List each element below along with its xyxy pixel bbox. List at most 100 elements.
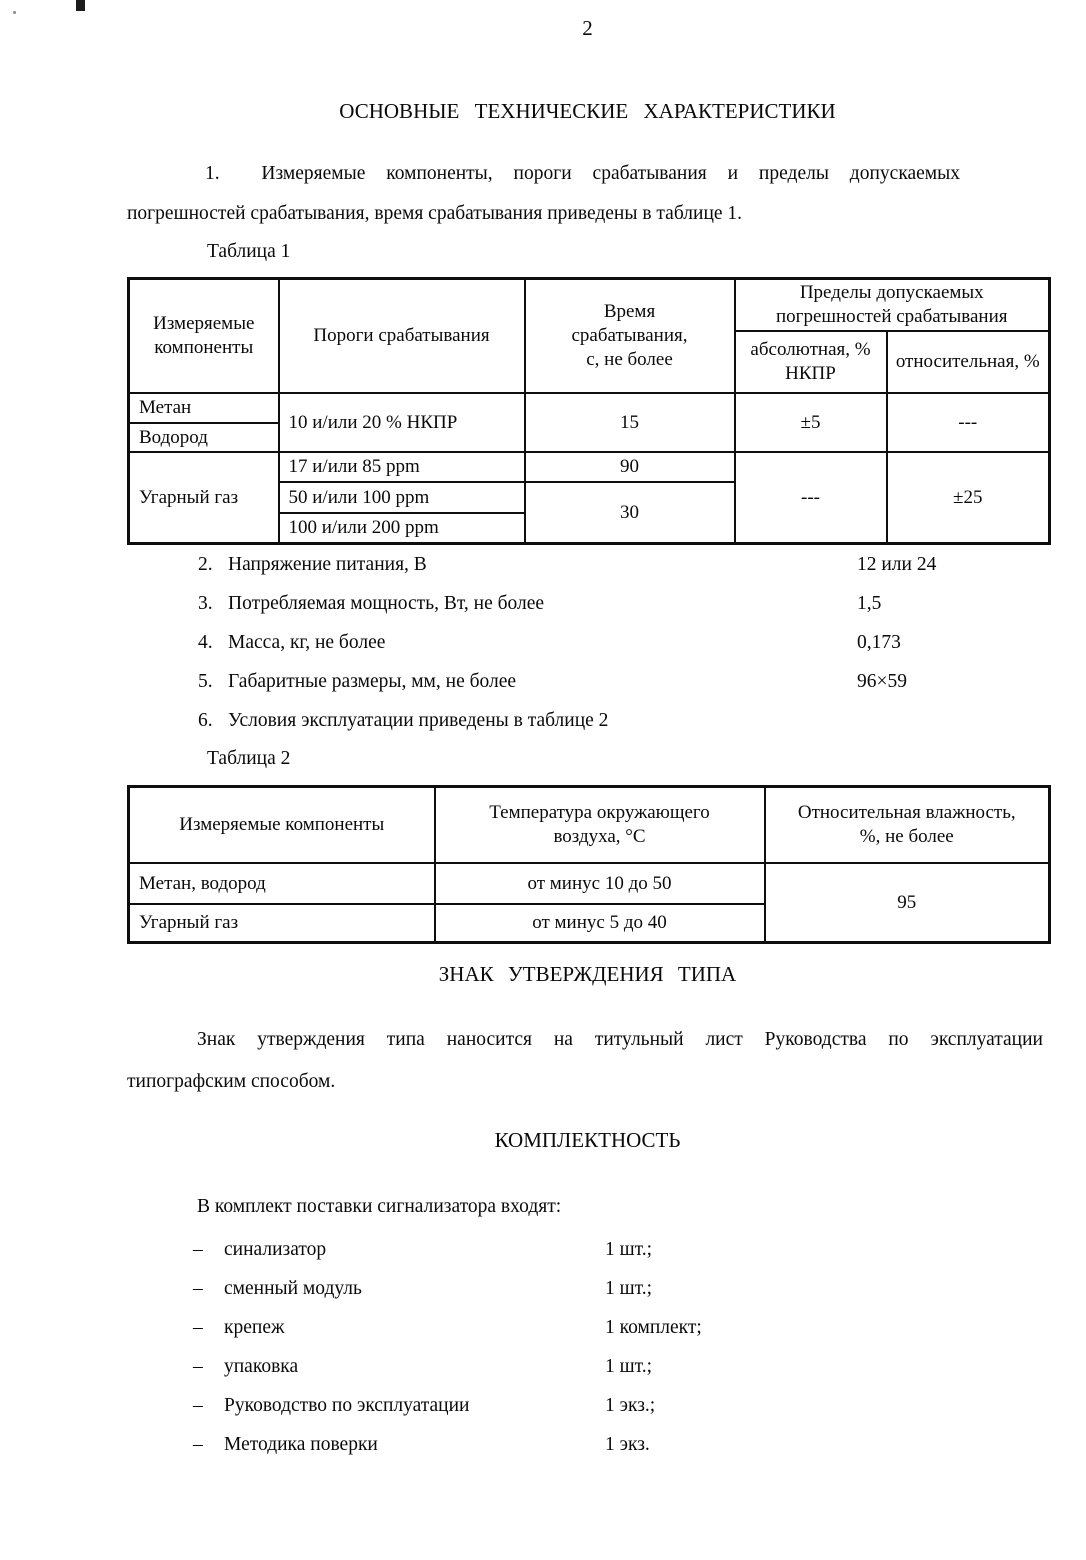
table2: Измеряемые компоненты Температура окружа…	[127, 785, 1051, 944]
spec-number: 6.	[198, 710, 213, 731]
scan-artifact-mark	[76, 0, 85, 11]
t1-cell-co-abs: ---	[733, 451, 888, 545]
t1-header-time-line-3: с, не более	[586, 349, 673, 370]
t1-header-limits-line-1: Пределы допускаемых	[799, 282, 984, 303]
table1-header-row-2: абсолютная, % НКПР относительная, %	[129, 330, 1051, 394]
kit-item-verification: – Методика поверки 1 экз.	[127, 1432, 1048, 1457]
spec-list: 2. Напряжение питания, В 12 или 24 3. Потр…	[127, 552, 1048, 747]
t2-cell-co-component: Угарный газ	[127, 903, 436, 944]
table2-header-row: Измеряемые компоненты Температура окружа…	[127, 785, 1051, 864]
intro-line-2: погрешностей срабатывания, время срабаты…	[127, 203, 743, 224]
dash-bullet: –	[193, 1239, 203, 1260]
spec-label: Напряжение питания, В	[228, 554, 427, 575]
t1-header-time-line-1: Время	[603, 301, 656, 322]
intro-line-1: 1. Измеряемые компоненты, пороги срабаты…	[205, 163, 960, 184]
table1-row-hydrogen: Водород	[127, 422, 1050, 453]
table2-row-co: Угарный газ от минус 5 до 40	[127, 903, 1050, 944]
kit-list-intro: В комплект поставки сигнализатора входят…	[197, 1196, 562, 1217]
kit-item-label: упаковка	[224, 1356, 299, 1377]
t1-header-error-limits: Пределы допускаемых погрешностей срабаты…	[733, 277, 1051, 332]
dash-bullet: –	[193, 1395, 203, 1416]
t2-header-components: Измеряемые компоненты	[127, 785, 436, 864]
t2-header-humidity: Относительная влажность, %, не более	[763, 785, 1051, 864]
spec-value: 96×59	[857, 671, 907, 692]
kit-list: – синализатор 1 шт.; – сменный модуль 1 шт…	[127, 1237, 1048, 1471]
spec-label: Условия эксплуатации приведены в таблице…	[228, 710, 609, 731]
kit-item-packaging: – упаковка 1 шт.;	[127, 1354, 1048, 1379]
spec-row-voltage: 2. Напряжение питания, В 12 или 24	[127, 552, 1048, 577]
t1-cell-mh-abs: ±5	[733, 392, 888, 453]
table1: Измеряемые компоненты Пороги срабатывани…	[127, 277, 1051, 545]
kit-item-label: сменный модуль	[224, 1278, 362, 1299]
spec-label: Габаритные размеры, мм, не более	[228, 671, 517, 692]
kit-item-label: Руководство по эксплуатации	[224, 1395, 470, 1416]
spec-label: Масса, кг, не более	[228, 632, 386, 653]
spec-value: 12 или 24	[857, 554, 937, 575]
t1-cell-mh-rel: ---	[885, 392, 1051, 453]
spec-row-mass: 4. Масса, кг, не более 0,173	[127, 630, 1048, 655]
table2-caption: Таблица 2	[207, 748, 291, 769]
spec-number: 4.	[198, 632, 213, 653]
main-title: ОСНОВНЫЕ ТЕХНИЧЕСКИЕ ХАРАКТЕРИСТИКИ	[339, 99, 836, 123]
table1-header-row-1: Измеряемые компоненты Пороги срабатывани…	[127, 277, 1051, 394]
kit-item-qty: 1 экз.;	[605, 1395, 656, 1416]
t1-header-absolute: абсолютная, % НКПР	[733, 330, 888, 394]
kit-item-fasteners: – крепеж 1 комплект;	[127, 1315, 1048, 1340]
completeness-title: КОМПЛЕКТНОСТЬ	[494, 1128, 681, 1152]
t1-header-relative: относительная, %	[885, 330, 1051, 394]
t1-header-limits-line-2: погрешностей срабатывания	[775, 306, 1008, 327]
spec-value: 0,173	[857, 632, 901, 653]
t1-cell-mh-threshold: 10 и/или 20 % НКПР	[277, 392, 526, 453]
type-approval-paragraph: Знак утверждения типа наносится на титул…	[127, 1026, 1043, 1096]
spec-label: Потребляемая мощность, Вт, не более	[228, 593, 545, 614]
scan-artifact-dot	[13, 11, 16, 14]
spec-row-power: 3. Потребляемая мощность, Вт, не более 1,…	[127, 591, 1048, 616]
kit-item-label: синализатор	[224, 1239, 327, 1260]
spec-value: 1,5	[857, 593, 882, 614]
kit-item-qty: 1 шт.;	[605, 1278, 652, 1299]
t1-header-time-line-2: срабатывания,	[571, 325, 688, 346]
page-number: 2	[582, 16, 593, 40]
t2-header-humidity-line-2: %, не более	[859, 826, 954, 847]
table1-row-co-3: 100 и/или 200 ppm	[129, 512, 1050, 545]
t1-cell-co: Угарный газ	[127, 451, 280, 545]
type-approval-title: ЗНАК УТВЕРЖДЕНИЯ ТИПА	[438, 962, 737, 986]
intro-paragraph: 1. Измеряемые компоненты, пороги срабаты…	[127, 160, 960, 228]
table1-row-co-1: Угарный газ 17 и/или 85 ppm 90 --- ±25	[127, 451, 1051, 545]
dash-bullet: –	[193, 1317, 203, 1338]
kit-item-detector: – синализатор 1 шт.;	[127, 1237, 1048, 1262]
t1-cell-co-rel: ±25	[885, 451, 1051, 545]
t2-header-temp-line-2: воздуха, °С	[553, 826, 646, 847]
t2-cell-co-temp: от минус 5 до 40	[433, 903, 766, 944]
spec-number: 2.	[198, 554, 213, 575]
t1-cell-co-threshold-3: 100 и/или 200 ppm	[277, 512, 526, 545]
table2-row-methane-hydrogen: Метан, водород от минус 10 до 50 95	[127, 862, 1051, 944]
kit-item-qty: 1 комплект;	[605, 1317, 702, 1338]
spec-row-conditions: 6. Условия эксплуатации приведены в табли…	[127, 708, 1048, 733]
t1-cell-methane: Метан	[127, 392, 280, 424]
t1-cell-hydrogen: Водород	[127, 422, 280, 453]
t1-header-response-time: Время срабатывания, с, не более	[523, 277, 736, 394]
table1-row-methane: Метан 10 и/или 20 % НКПР 15 ±5 ---	[127, 392, 1051, 453]
kit-item-label: крепеж	[224, 1317, 285, 1338]
dash-bullet: –	[193, 1434, 203, 1455]
t1-cell-co-threshold-1: 17 и/или 85 ppm	[277, 451, 526, 483]
spec-number: 3.	[198, 593, 213, 614]
kit-item-manual: – Руководство по эксплуатации 1 экз.;	[127, 1393, 1048, 1418]
kit-item-qty: 1 экз.	[605, 1434, 650, 1455]
t2-header-temperature: Температура окружающего воздуха, °С	[433, 785, 766, 864]
type-approval-line-2: типографским способом.	[127, 1071, 336, 1092]
t2-cell-humidity: 95	[763, 862, 1051, 944]
t1-cell-mh-time: 15	[523, 392, 736, 453]
spec-row-dimensions: 5. Габаритные размеры, мм, не более 96×59	[127, 669, 1048, 694]
t1-cell-co-threshold-2: 50 и/или 100 ppm	[277, 481, 526, 514]
type-approval-line-1: Знак утверждения типа наносится на титул…	[197, 1029, 1043, 1050]
spec-number: 5.	[198, 671, 213, 692]
t1-cell-co-time-1: 90	[523, 451, 736, 483]
dash-bullet: –	[193, 1356, 203, 1377]
table1-row-co-2: 50 и/или 100 ppm 30	[129, 481, 1050, 545]
t1-header-thresholds: Пороги срабатывания	[277, 277, 526, 394]
table1-caption: Таблица 1	[207, 241, 291, 262]
kit-item-module: – сменный модуль 1 шт.;	[127, 1276, 1048, 1301]
